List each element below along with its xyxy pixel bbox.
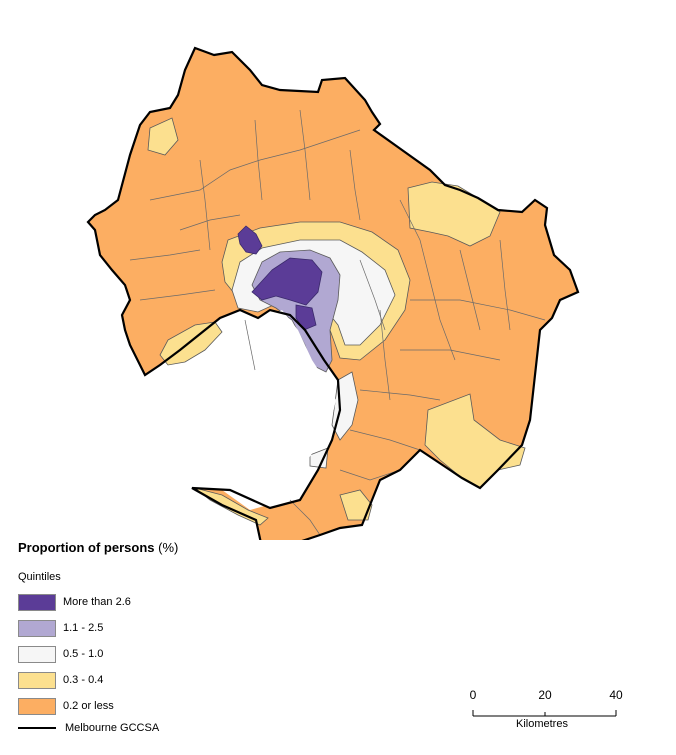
legend-title-text: Proportion of persons [18,540,155,555]
scale-bar-line [472,710,617,717]
legend-swatch-q3 [18,645,56,663]
port-phillip-bay [192,310,336,510]
region-north-yellow [147,117,179,156]
region-inner-dark-purple-2 [295,304,317,331]
legend-item-q5: More than 2.6 [18,589,278,615]
legend-swatch-q1 [18,697,56,715]
legend-label-q3: 0.5 - 1.0 [63,648,104,660]
region-south-east-yellow [424,393,526,489]
scale-tick-0: 0 [469,688,477,702]
legend-label-q4: 1.1 - 2.5 [63,622,104,634]
legend-boundary-line [18,727,56,729]
legend-item-q4: 1.1 - 2.5 [18,615,278,641]
scale-units: Kilometres [516,718,568,730]
legend-swatch-q2 [18,671,56,689]
legend-label-boundary: Melbourne GCCSA [65,722,160,734]
legend-title: Proportion of persons (%) [18,540,278,555]
legend-title-unit: (%) [158,540,179,555]
legend-swatch-q4 [18,619,56,637]
legend-item-q3: 0.5 - 1.0 [18,641,278,667]
region-peninsula-yellow-2 [339,489,373,521]
region-inner-dark-purple [251,257,323,306]
melbourne-map [86,46,580,540]
legend-label-q2: 0.3 - 0.4 [63,674,104,686]
scale-tick-40: 40 [609,688,623,702]
gccsa-boundary [86,46,580,540]
legend-label-q5: More than 2.6 [63,596,131,608]
scale-tick-20: 20 [538,688,552,702]
legend-subtitle: Quintiles [18,571,61,583]
legend-swatch-q5 [18,593,56,611]
region-peninsula-yellow [194,487,269,526]
scale-bar: 0 20 40 Kilometres [460,688,640,738]
suburb-boundaries [129,109,546,536]
region-north-dark-purple [237,225,263,255]
map-legend: Proportion of persons (%) Quintiles More… [18,540,278,737]
legend-label-q1: 0.2 or less [63,700,114,712]
legend-item-q1: 0.2 or less [18,693,278,719]
legend-item-q2: 0.3 - 0.4 [18,667,278,693]
legend-item-boundary: Melbourne GCCSA [18,719,278,737]
region-frankston-white [309,447,329,469]
